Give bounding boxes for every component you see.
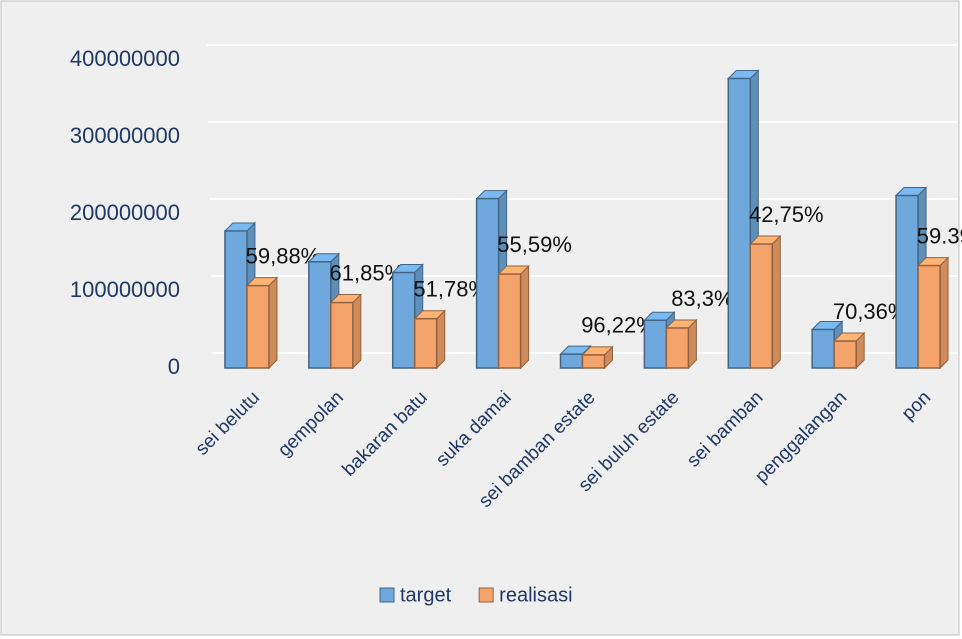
bar-side bbox=[939, 256, 949, 370]
y-tick-label: 300000000 bbox=[70, 123, 180, 148]
bar-front bbox=[391, 271, 416, 369]
bar-side bbox=[771, 234, 781, 370]
bar-front bbox=[643, 319, 668, 369]
bar-front bbox=[895, 194, 919, 369]
bar bbox=[581, 345, 614, 370]
y-tick-label: 200000000 bbox=[70, 200, 180, 225]
bar-side bbox=[352, 293, 362, 370]
bar-front bbox=[559, 353, 584, 369]
legend-label: realisasi bbox=[499, 584, 572, 606]
y-tick-label: 0 bbox=[168, 354, 180, 379]
annotation: 83,3% bbox=[671, 286, 733, 311]
y-tick-label: 100000000 bbox=[70, 277, 180, 302]
bar-side bbox=[520, 264, 530, 370]
annotation: 55,59% bbox=[497, 232, 572, 257]
bar bbox=[665, 318, 698, 370]
legend-swatch bbox=[478, 587, 494, 603]
bar-front bbox=[224, 230, 248, 369]
annotation: 51,78% bbox=[413, 277, 488, 302]
y-tick-label: 400000000 bbox=[70, 46, 180, 71]
bar-front bbox=[917, 264, 941, 369]
bar bbox=[497, 264, 530, 370]
legend-swatch bbox=[379, 587, 395, 603]
legend-label: target bbox=[400, 584, 452, 606]
annotation: 42,75% bbox=[749, 202, 824, 227]
annotation: 59,88% bbox=[246, 243, 321, 268]
annotation: 59.39% bbox=[917, 223, 962, 248]
bar-front bbox=[497, 273, 522, 369]
bar-side bbox=[436, 309, 446, 370]
bar bbox=[749, 234, 782, 370]
bar bbox=[832, 331, 866, 370]
bar-front bbox=[811, 328, 835, 369]
bar-front bbox=[581, 354, 606, 369]
bar bbox=[916, 256, 950, 370]
bar-front bbox=[330, 301, 354, 369]
bar-front bbox=[749, 243, 774, 369]
bar-front bbox=[833, 340, 857, 369]
annotation: 96,22% bbox=[581, 313, 656, 338]
bar-front bbox=[413, 317, 438, 369]
bar-front bbox=[246, 284, 270, 369]
bar-front bbox=[475, 197, 500, 369]
bar bbox=[329, 293, 363, 370]
bar-front bbox=[727, 77, 752, 369]
bar-front bbox=[665, 327, 690, 369]
bar-side bbox=[268, 276, 278, 370]
annotation: 70,36% bbox=[833, 299, 908, 324]
bar bbox=[413, 309, 446, 370]
bar bbox=[245, 276, 279, 370]
bar-front bbox=[308, 260, 332, 369]
